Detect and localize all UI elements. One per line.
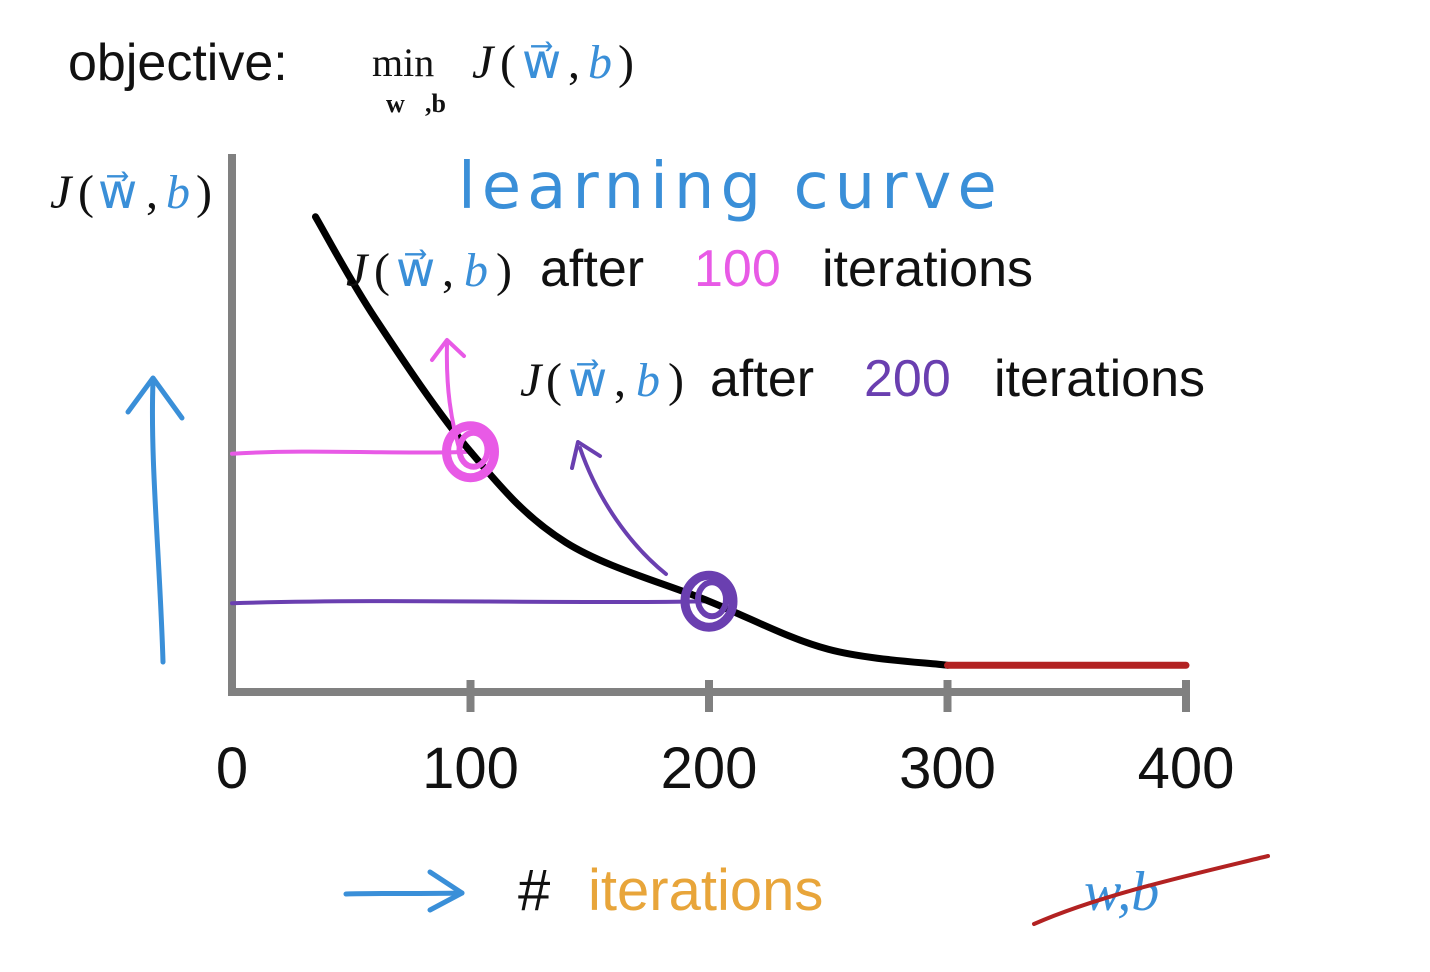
y-label-open-paren: ( [78,166,94,219]
ann200-J: J [520,354,544,407]
objective-J: J [472,36,496,89]
reference-line-200 [230,599,711,606]
right-arrow-icon [343,869,465,913]
objective-open-paren: ( [500,36,516,89]
ann200-b: b [636,354,660,407]
y-label-J: J [50,166,74,219]
y-label-comma: , [146,166,158,219]
ann100-close-paren: ) [496,244,512,297]
x-label-hash: # [518,858,550,923]
x-tick-labels: 0 100 200 300 400 [216,736,1235,801]
learning-curve-line [311,213,951,669]
ann200-comma: , [614,354,626,407]
y-label-b: b [166,166,190,219]
x-tick-label-400: 400 [1138,736,1235,801]
y-label-close-paren: ) [196,166,212,219]
ann200-open-paren: ( [546,354,562,407]
ann100-comma: , [442,244,454,297]
series-layer [311,213,1190,669]
highlight-scribble-200 [695,579,729,620]
ann100-open-paren: ( [374,244,390,297]
min-operator: min [372,40,434,85]
highlight-circle-100 [442,421,499,483]
learning-curve-title: learning curve [458,150,1003,224]
highlight-circle-200 [680,570,738,632]
highlight-layer [442,421,738,632]
ann100-J: J [346,244,370,297]
objective-comma: , [568,36,580,89]
highlight-point-200 [680,570,738,632]
y-axis-label: J ( w⃗ , b ) [50,166,212,219]
objective-label: objective: [68,34,288,92]
ann100-iterations: iterations [822,240,1033,298]
axes [228,154,1190,696]
ann200-close-paren: ) [668,354,684,407]
annotation-100-iterations: J ( w⃗ , b ) after 100 iterations [346,240,1033,298]
x-tick-label-100: 100 [422,736,519,801]
crossed-out-wb: w,b [1032,854,1270,926]
ann200-iterations: iterations [994,350,1205,408]
x-tick-label-0: 0 [216,736,248,801]
objective-w: w⃗ [522,36,561,89]
purple-arrow-icon [570,440,668,576]
objective-b: b [588,36,612,89]
x-tick-marks [466,680,1190,712]
ann200-after: after [710,350,814,408]
annotation-200-iterations: J ( w⃗ , b ) after 200 iterations [520,350,1205,408]
ann100-after: after [540,240,644,298]
x-label-iterations: iterations [588,858,823,923]
y-label-w: w⃗ [98,166,137,219]
objective-formula: objective: min w⃗,b J ( w⃗ , b ) [68,34,634,118]
strike-line [1032,854,1270,926]
ann200-w: w⃗ [568,354,607,407]
ann100-w: w⃗ [396,244,435,297]
ann200-number: 200 [864,350,951,408]
min-subscript: w⃗,b [386,89,446,118]
ann100-b: b [464,244,488,297]
ann100-number: 100 [694,240,781,298]
reference-line-100 [230,449,473,456]
objective-close-paren: ) [618,36,634,89]
x-tick-label-200: 200 [661,736,758,801]
up-arrow-icon [125,375,185,665]
magenta-arrow-icon [430,338,466,460]
x-axis-label: # iterations [343,858,823,923]
x-tick-label-300: 300 [899,736,996,801]
highlight-scribble-100 [456,429,491,470]
